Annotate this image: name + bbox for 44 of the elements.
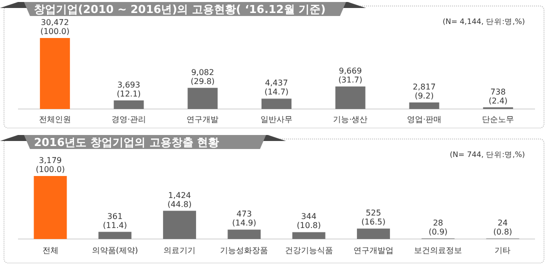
- bar: [114, 100, 144, 109]
- x-tick-label: 연구개발: [186, 115, 219, 124]
- bar: [409, 102, 440, 109]
- data-label: 738 (2.4): [488, 87, 508, 106]
- bar: [228, 230, 261, 239]
- x-tick-label: 경영·관리: [112, 115, 146, 124]
- bar: [163, 210, 196, 239]
- bar: [188, 88, 218, 109]
- bar: [292, 232, 326, 239]
- data-label: 344 (10.8): [296, 212, 321, 230]
- data-label: 9,669 (31.7): [338, 66, 362, 84]
- x-tick-label: 건강기능식품: [284, 246, 333, 255]
- x-tick-label: 의약품(제약): [92, 246, 138, 255]
- data-label: 9,082 (29.8): [190, 68, 215, 86]
- bar: [335, 86, 366, 109]
- x-tick-label: 영업·판매: [406, 115, 442, 124]
- x-tick-label: 전체인원: [38, 115, 71, 124]
- data-label: 24 (0.8): [493, 218, 512, 237]
- data-label: 361 (11.4): [102, 212, 127, 230]
- x-tick-label: 연구개발업: [353, 246, 394, 255]
- data-label: 1,424 (44.8): [168, 190, 192, 209]
- chart-title: 창업기업(2010 ~ 2016년)의 고용현황( ‘16.12월 기준): [34, 3, 326, 16]
- x-tick-label: 단순노무: [482, 115, 514, 124]
- x-tick-label: 일반사무: [260, 115, 292, 124]
- data-label: 28 (0.9): [428, 218, 448, 236]
- chart-title: 2016년도 창업기업의 고용창출 현황: [34, 136, 220, 149]
- x-tick-label: 보건의료정보: [414, 246, 462, 255]
- bar: [34, 176, 67, 239]
- x-tick-label: 기능·생산: [333, 115, 368, 124]
- bar: [40, 38, 70, 109]
- data-label: 3,693 (12.1): [116, 80, 141, 98]
- data-label: 525 (16.5): [361, 208, 386, 227]
- data-label: 4,437 (14.7): [264, 78, 289, 97]
- data-label: 473 (14.9): [232, 210, 256, 228]
- x-tick-label: 전체: [42, 246, 58, 255]
- bar: [98, 232, 132, 239]
- bar: [356, 228, 390, 239]
- data-label: 30,472 (100.0): [40, 18, 70, 36]
- data-label: 2,817 (9.2): [412, 82, 436, 100]
- bar: [262, 98, 292, 109]
- data-label: 3,179 (100.0): [36, 156, 65, 174]
- x-tick-label: 의료기기: [164, 246, 196, 255]
- x-tick-label: 기타: [494, 246, 511, 255]
- x-tick-label: 기능성화장품: [220, 246, 268, 255]
